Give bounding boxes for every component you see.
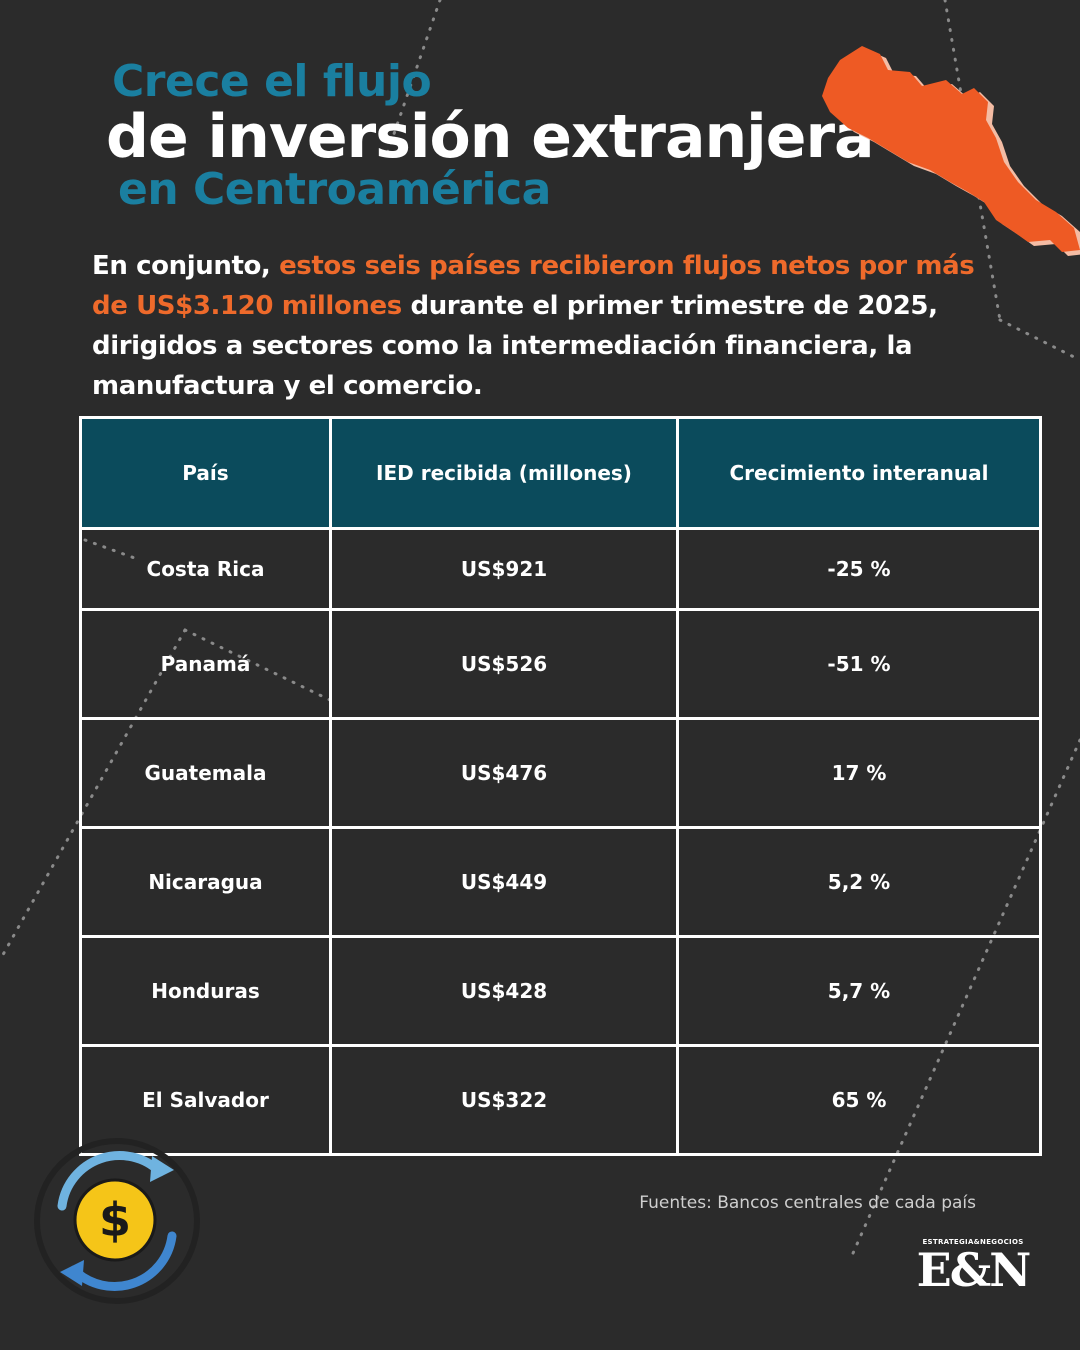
dollar-exchange-icon: $ [34, 1138, 200, 1304]
cell-growth: 5,2 % [676, 826, 1042, 938]
cell-country: Honduras [79, 935, 332, 1047]
intro-paragraph: En conjunto, estos seis países recibiero… [92, 246, 1002, 406]
cell-country: Panamá [79, 608, 332, 720]
cell-country: Guatemala [79, 717, 332, 829]
central-america-map-icon [822, 46, 1080, 256]
title-line-1: Crece el flujo [112, 56, 432, 107]
cell-growth: 17 % [676, 717, 1042, 829]
logo-mark: E&N [916, 1243, 1032, 1297]
intro-highlight: estos seis países recibieron flujos neto… [92, 251, 975, 321]
intro-text-start: En conjunto, [92, 251, 280, 281]
brand-logo: ESTRATEGIA&NEGOCIOS E&N [906, 1238, 1040, 1294]
cell-growth: -25 % [676, 527, 1042, 611]
cell-fdi: US$428 [329, 935, 679, 1047]
cell-country: Nicaragua [79, 826, 332, 938]
cell-growth: 65 % [676, 1044, 1042, 1156]
cell-fdi: US$921 [329, 527, 679, 611]
title-line-2: de inversión extranjera [106, 102, 875, 172]
table-row: Guatemala US$476 17 % [79, 717, 1042, 829]
header-fdi-received: IED recibida (millones) [329, 416, 679, 530]
intro-text-end: durante el primer trimestre de 2025, dir… [92, 291, 938, 401]
cell-fdi: US$322 [329, 1044, 679, 1156]
cell-country: El Salvador [79, 1044, 332, 1156]
table-row: Panamá US$526 -51 % [79, 608, 1042, 720]
title-line-3: en Centroamérica [118, 164, 551, 215]
cell-growth: -51 % [676, 608, 1042, 720]
table-row: Costa Rica US$921 -25 % [79, 527, 1042, 611]
logo-tagline: ESTRATEGIA&NEGOCIOS [922, 1238, 1024, 1246]
cell-fdi: US$449 [329, 826, 679, 938]
source-note: Fuentes: Bancos centrales de cada país [639, 1193, 976, 1213]
table-row: El Salvador US$322 65 % [79, 1044, 1042, 1156]
cell-fdi: US$476 [329, 717, 679, 829]
table-row: Honduras US$428 5,7 % [79, 935, 1042, 1047]
header-annual-growth: Crecimiento interanual [676, 416, 1042, 530]
fdi-table: País IED recibida (millones) Crecimiento… [79, 416, 1042, 1156]
table-header-row: País IED recibida (millones) Crecimiento… [79, 416, 1042, 530]
svg-text:$: $ [99, 1193, 131, 1247]
table-row: Nicaragua US$449 5,2 % [79, 826, 1042, 938]
header-country: País [79, 416, 332, 530]
cell-fdi: US$526 [329, 608, 679, 720]
cell-growth: 5,7 % [676, 935, 1042, 1047]
cell-country: Costa Rica [79, 527, 332, 611]
